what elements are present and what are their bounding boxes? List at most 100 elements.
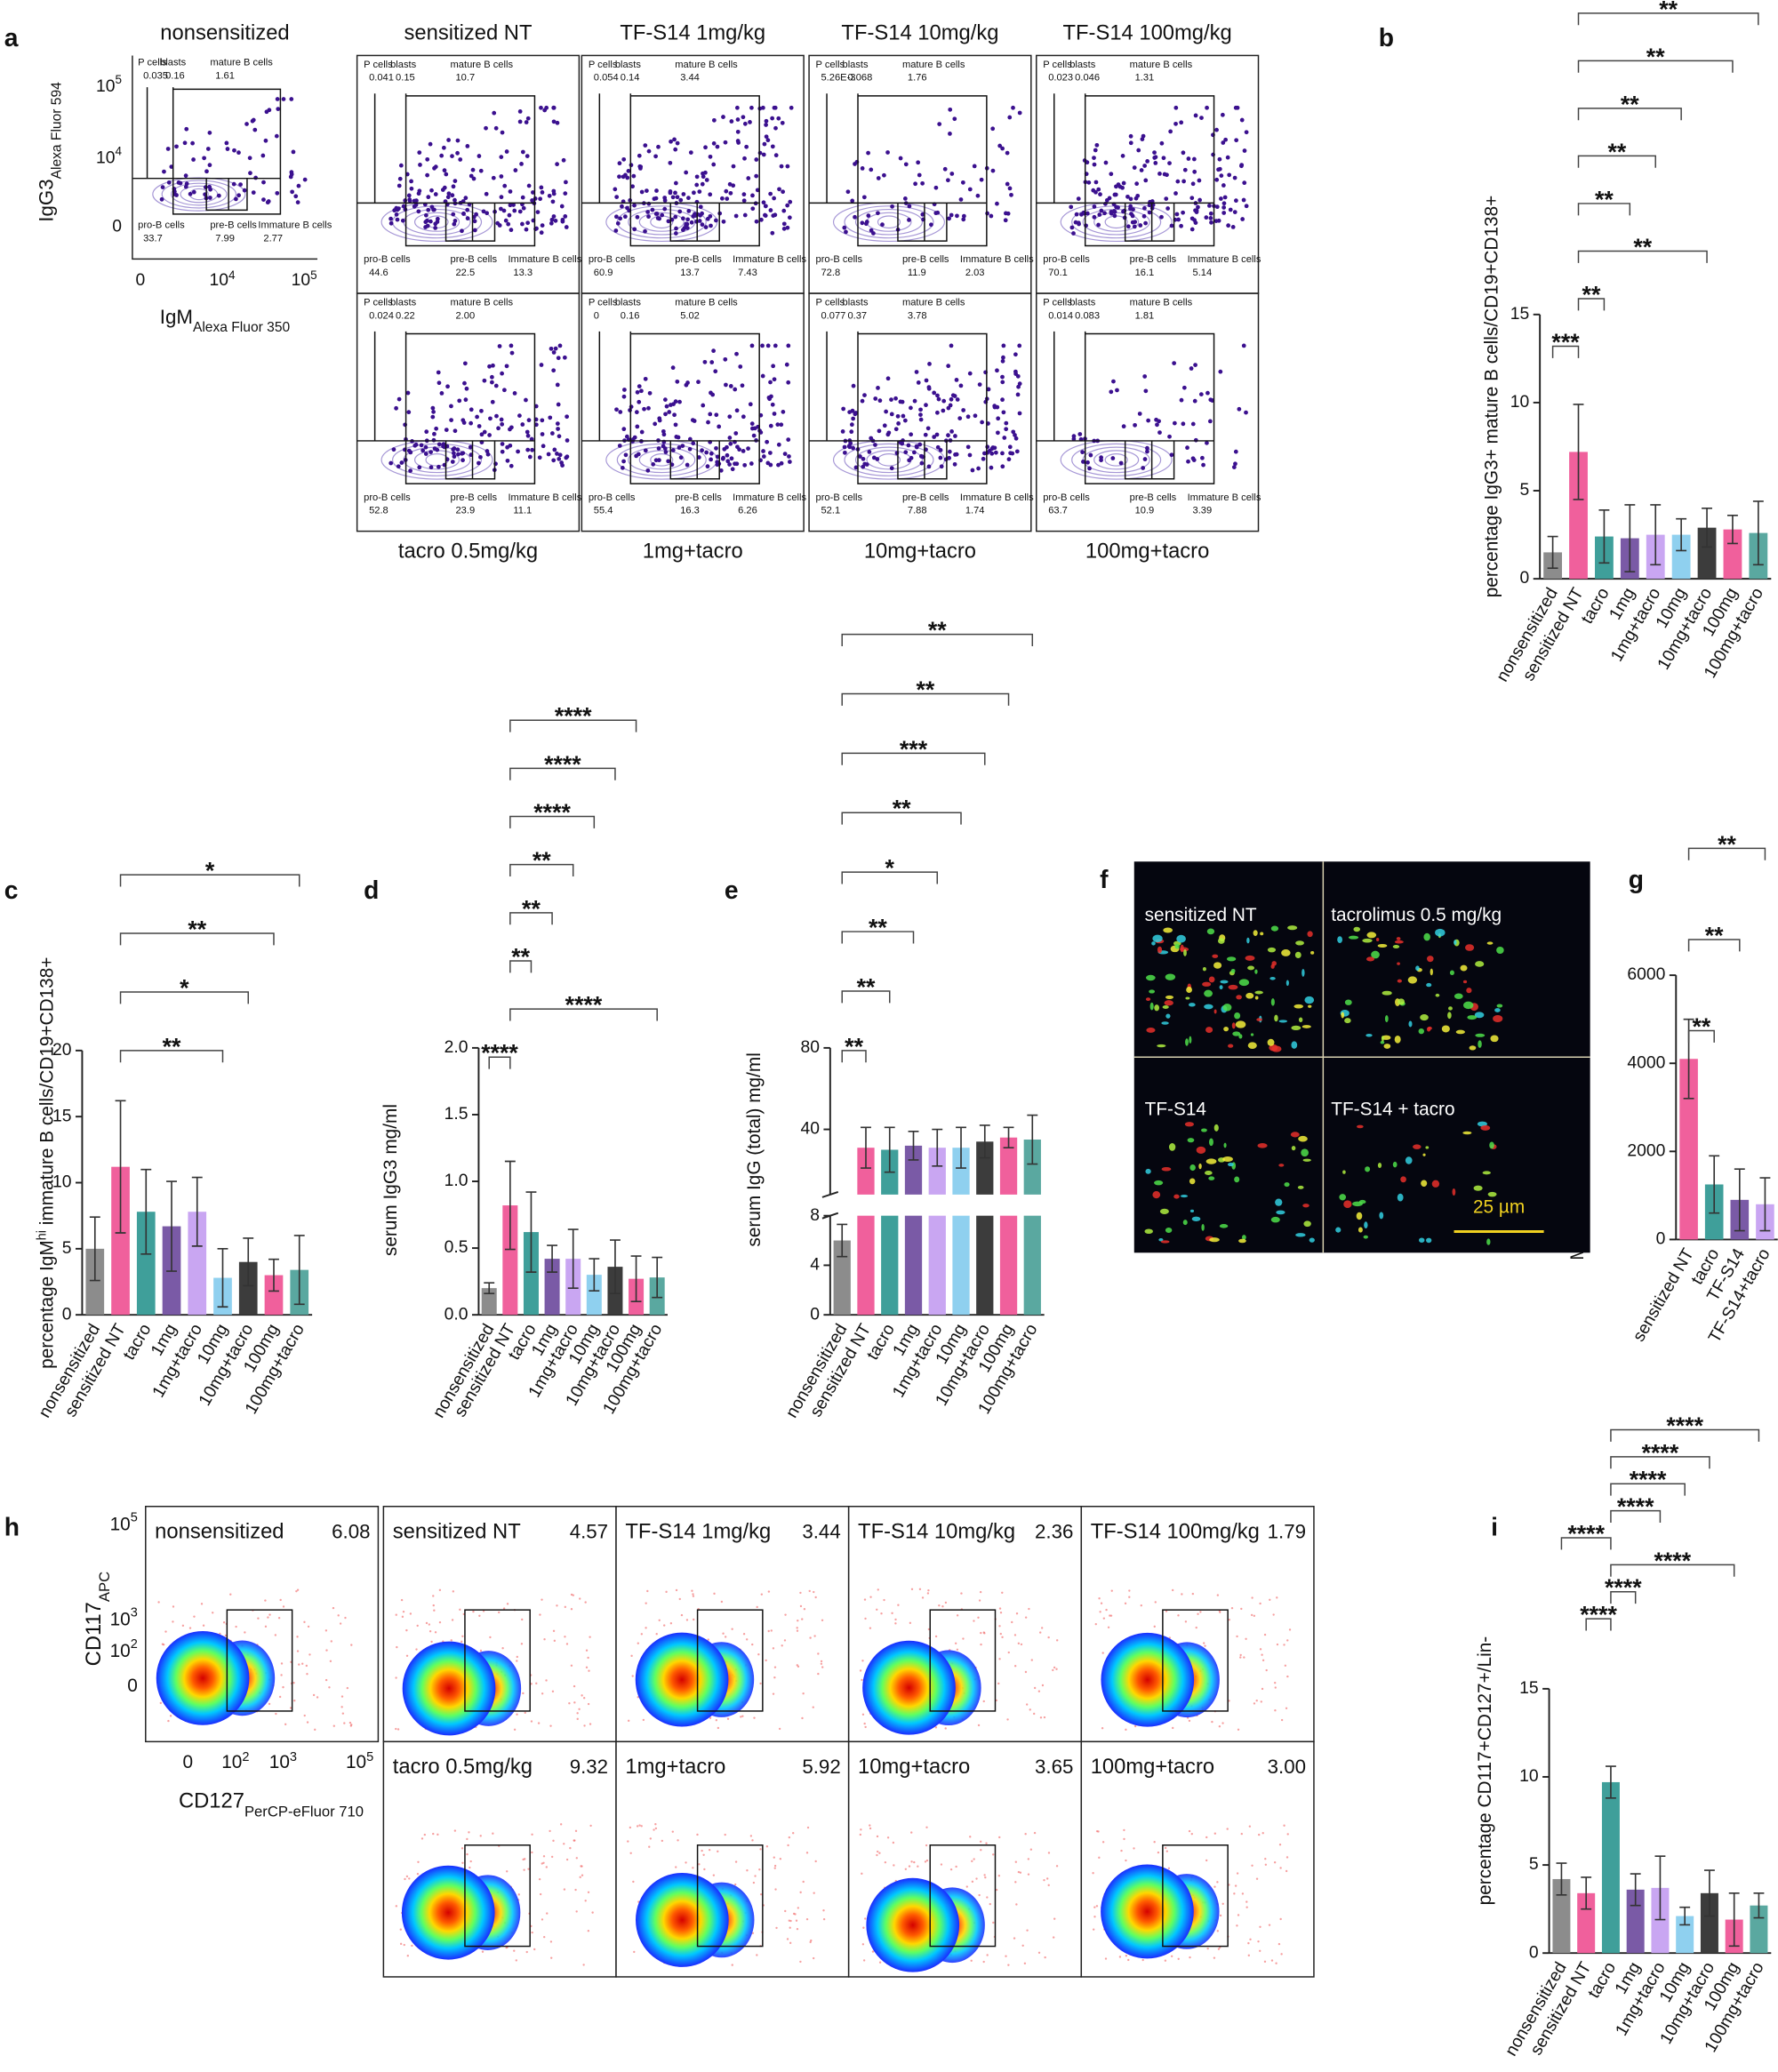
y-tick-label-part: 5 [115, 73, 122, 86]
event-dot [663, 450, 669, 454]
fluorescence-spot [1180, 1195, 1189, 1198]
fluorescence-spot [1189, 1178, 1196, 1185]
event-dot [302, 177, 308, 182]
event-dot [965, 1885, 968, 1888]
fluorescence-spot [1270, 925, 1279, 932]
event-dot [511, 203, 516, 207]
error-bar [293, 1235, 305, 1306]
event-dot [667, 410, 672, 414]
error-bar [1752, 500, 1764, 566]
event-dot [1261, 1832, 1264, 1835]
event-dot [863, 1598, 867, 1601]
event-dot [1221, 205, 1227, 210]
fluorescence-spot [1454, 940, 1457, 946]
event-dot [643, 143, 648, 148]
event-dot [715, 1719, 718, 1722]
event-dot [864, 1917, 867, 1920]
event-dot [488, 416, 493, 421]
event-dot [425, 172, 430, 178]
event-dot [247, 156, 252, 161]
event-dot [784, 1909, 787, 1913]
event-dot [773, 1666, 777, 1668]
event-dot [1000, 146, 1005, 151]
event-dot [452, 221, 457, 227]
event-dot [809, 1636, 812, 1639]
gate-name: mature B cells [675, 297, 738, 308]
event-dot [505, 458, 510, 463]
event-dot [910, 1831, 913, 1834]
event-dot [680, 444, 685, 448]
x-axis-label-part: CD127 [179, 1789, 244, 1813]
gate-name: Immature B cells [1188, 492, 1261, 503]
event-dot [965, 414, 971, 420]
error-bar [166, 1180, 177, 1272]
event-dot [1192, 398, 1197, 404]
event-dot [979, 177, 984, 182]
event-dot [396, 183, 402, 188]
event-dot [866, 150, 870, 156]
significance-bracket [1577, 108, 1682, 121]
event-dot [918, 412, 923, 417]
contour [171, 182, 228, 206]
fluorescence-spot [1213, 1009, 1217, 1014]
event-dot [869, 436, 874, 441]
event-dot [1186, 156, 1191, 161]
event-dot [817, 1672, 820, 1676]
event-dot [941, 408, 946, 413]
event-dot [428, 219, 433, 224]
event-dot [559, 204, 565, 209]
event-dot [1207, 204, 1212, 208]
event-dot [995, 1699, 998, 1702]
event-dot [961, 213, 966, 219]
event-dot [1164, 1959, 1167, 1962]
event-dot [1013, 1634, 1017, 1636]
event-dot [1190, 181, 1196, 187]
event-dot [970, 468, 975, 473]
event-dot [721, 115, 725, 119]
event-dot [1239, 117, 1245, 123]
fluorescence-spot [1257, 1143, 1268, 1148]
event-dot [500, 421, 505, 427]
event-dot [1195, 1626, 1197, 1629]
error-bar [1650, 504, 1662, 566]
event-dot [274, 1634, 277, 1636]
event-dot [289, 172, 294, 177]
event-dot [1116, 182, 1121, 187]
bar [999, 1215, 1018, 1316]
event-dot [999, 1612, 1003, 1614]
fluorescence-spot [1304, 996, 1315, 1004]
event-dot [435, 220, 440, 224]
event-dot [738, 364, 743, 369]
gate-name: P cells [589, 297, 618, 308]
event-dot [1069, 204, 1074, 210]
y-tick-label: 104 [96, 144, 122, 167]
event-dot [668, 189, 673, 194]
event-dot [1102, 211, 1107, 216]
event-dot [181, 1624, 185, 1628]
event-dot [552, 1839, 555, 1843]
gate-name: P cells [1043, 297, 1072, 308]
event-dot [517, 109, 523, 114]
event-dot [633, 1950, 636, 1954]
event-dot [789, 1941, 792, 1945]
significance-label: *** [1551, 329, 1580, 356]
event-dot [264, 1625, 268, 1628]
event-dot [786, 1938, 789, 1940]
event-dot [769, 394, 773, 399]
fluorescence-spot [1274, 1014, 1278, 1022]
event-dot [740, 383, 745, 388]
event-dot [584, 1900, 587, 1902]
event-dot [1159, 140, 1165, 146]
plot-title: 10mg+tacro [858, 1755, 970, 1779]
event-dot [697, 219, 702, 223]
fluorescence-spot [1426, 1237, 1432, 1244]
event-dot [812, 1956, 815, 1960]
event-dot [444, 428, 449, 432]
fluorescence-spot [1496, 946, 1504, 954]
event-dot [722, 1632, 725, 1635]
error-bar [1728, 1892, 1740, 1948]
event-dot [847, 410, 852, 415]
fluorescence-spot [1480, 1124, 1491, 1131]
event-dot [913, 181, 917, 187]
event-dot [787, 1844, 789, 1847]
